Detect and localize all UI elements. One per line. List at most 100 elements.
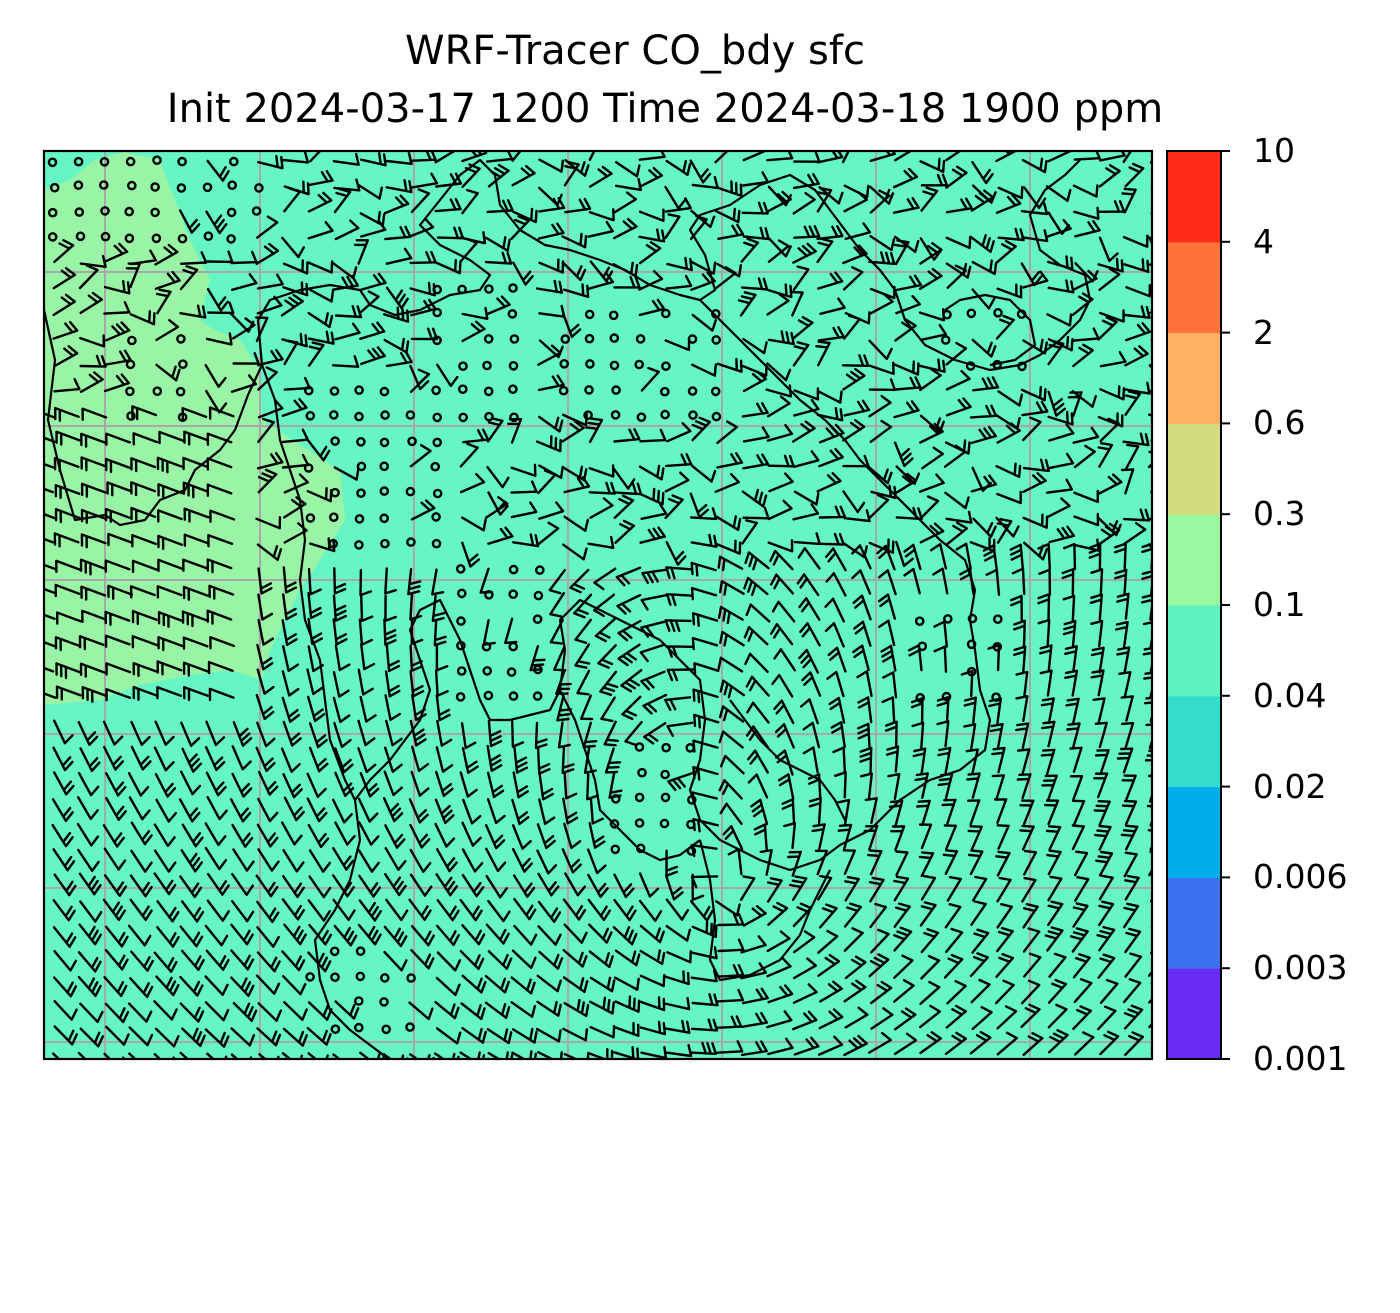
- wind-barb: [280, 747, 301, 773]
- wind-barb: [882, 671, 898, 699]
- wind-barb: [332, 798, 353, 824]
- wind-barb: [80, 482, 107, 498]
- calm-wind-marker: [152, 155, 162, 165]
- wind-barb: [1096, 925, 1116, 952]
- calm-wind-marker: [124, 233, 135, 244]
- wind-barb: [969, 234, 995, 253]
- wind-barb: [588, 151, 596, 162]
- wind-barb: [843, 191, 868, 213]
- wind-barb: [1021, 876, 1037, 903]
- wind-barb: [894, 376, 922, 391]
- wind-barb: [727, 848, 743, 876]
- wind-barb: [743, 626, 769, 646]
- wind-barb: [44, 692, 57, 699]
- wind-barb: [384, 594, 397, 622]
- wind-barb: [561, 848, 582, 874]
- wind-barb: [359, 695, 377, 723]
- wind-barb: [255, 874, 279, 898]
- wind-barb: [594, 618, 616, 643]
- wind-barb: [919, 522, 945, 544]
- colorbar-segment: [1167, 605, 1221, 697]
- wind-barb: [78, 635, 105, 651]
- wind-barb: [740, 935, 767, 954]
- wind-barb: [574, 643, 591, 669]
- wind-barb: [536, 823, 556, 850]
- calm-wind-marker: [226, 234, 236, 244]
- wind-barb: [232, 721, 253, 747]
- wind-barb: [209, 509, 236, 523]
- wind-barb: [716, 988, 745, 1003]
- wind-barb: [665, 541, 687, 566]
- wind-barb: [920, 324, 948, 341]
- wind-barb: [333, 721, 352, 749]
- wind-barb: [753, 823, 768, 851]
- colorbar: [1167, 150, 1230, 1060]
- wind-barb: [256, 668, 275, 695]
- wind-barb: [587, 873, 609, 898]
- wind-barb: [1124, 927, 1142, 954]
- wind-barb: [410, 925, 435, 947]
- wind-barb: [52, 926, 77, 948]
- wind-barb: [357, 668, 374, 696]
- wind-barb: [869, 419, 893, 443]
- wind-barb: [945, 1004, 967, 1029]
- wind-barb: [204, 1001, 230, 1022]
- wind-barb: [739, 875, 756, 901]
- wind-barb: [665, 566, 693, 580]
- wind-barb: [816, 186, 833, 213]
- wind-barb: [79, 334, 106, 348]
- wind-barb: [307, 439, 331, 462]
- calm-wind-marker: [226, 207, 237, 218]
- wind-barb: [537, 344, 562, 366]
- wind-barb: [691, 636, 719, 651]
- wind-barb: [893, 167, 919, 189]
- wind-barb: [844, 222, 872, 240]
- wind-barb: [692, 688, 719, 704]
- wind-barb: [308, 288, 335, 303]
- calm-wind-marker: [1016, 309, 1027, 320]
- wind-barb: [257, 366, 278, 391]
- wind-barb: [204, 975, 229, 996]
- wind-barb: [563, 160, 580, 187]
- wind-barb: [844, 955, 867, 980]
- wind-barb: [996, 903, 1013, 929]
- wind-barb: [876, 544, 896, 571]
- wind-barb: [665, 849, 678, 877]
- calm-wind-marker: [483, 690, 494, 701]
- wind-barb: [819, 903, 838, 929]
- calm-wind-marker: [379, 973, 390, 983]
- wind-barb: [283, 187, 301, 213]
- calm-wind-marker: [457, 384, 468, 395]
- calm-wind-marker: [533, 590, 544, 601]
- calm-wind-marker: [202, 182, 213, 193]
- wind-barb: [334, 305, 363, 319]
- wind-barb: [180, 849, 203, 873]
- calm-wind-marker: [991, 692, 1001, 703]
- wind-barb: [665, 593, 694, 607]
- wind-barb: [918, 267, 943, 290]
- wind-barb: [911, 721, 925, 749]
- wind-barb: [995, 850, 1011, 877]
- wind-barb: [153, 823, 176, 848]
- wind-barb: [332, 874, 355, 898]
- wind-barb: [1071, 824, 1085, 851]
- wind-barb: [511, 798, 530, 826]
- wind-barb: [587, 535, 615, 549]
- wind-barb: [153, 951, 178, 973]
- wind-barb: [664, 619, 692, 633]
- wind-barb: [181, 1027, 206, 1048]
- wind-barb: [80, 585, 107, 601]
- wind-barb: [127, 1002, 153, 1023]
- calm-wind-marker: [610, 844, 621, 855]
- wind-barb: [826, 670, 845, 698]
- colorbar-tick-label: 10: [1253, 131, 1295, 170]
- wind-barb: [945, 927, 964, 953]
- calm-wind-marker: [405, 1022, 415, 1032]
- wind-barb: [945, 235, 972, 250]
- wind-barb: [843, 509, 871, 523]
- calm-wind-marker: [685, 743, 696, 753]
- wind-barb: [307, 330, 335, 345]
- wind-barb: [620, 669, 643, 693]
- wind-barb: [1121, 774, 1137, 801]
- calm-wind-marker: [150, 207, 160, 218]
